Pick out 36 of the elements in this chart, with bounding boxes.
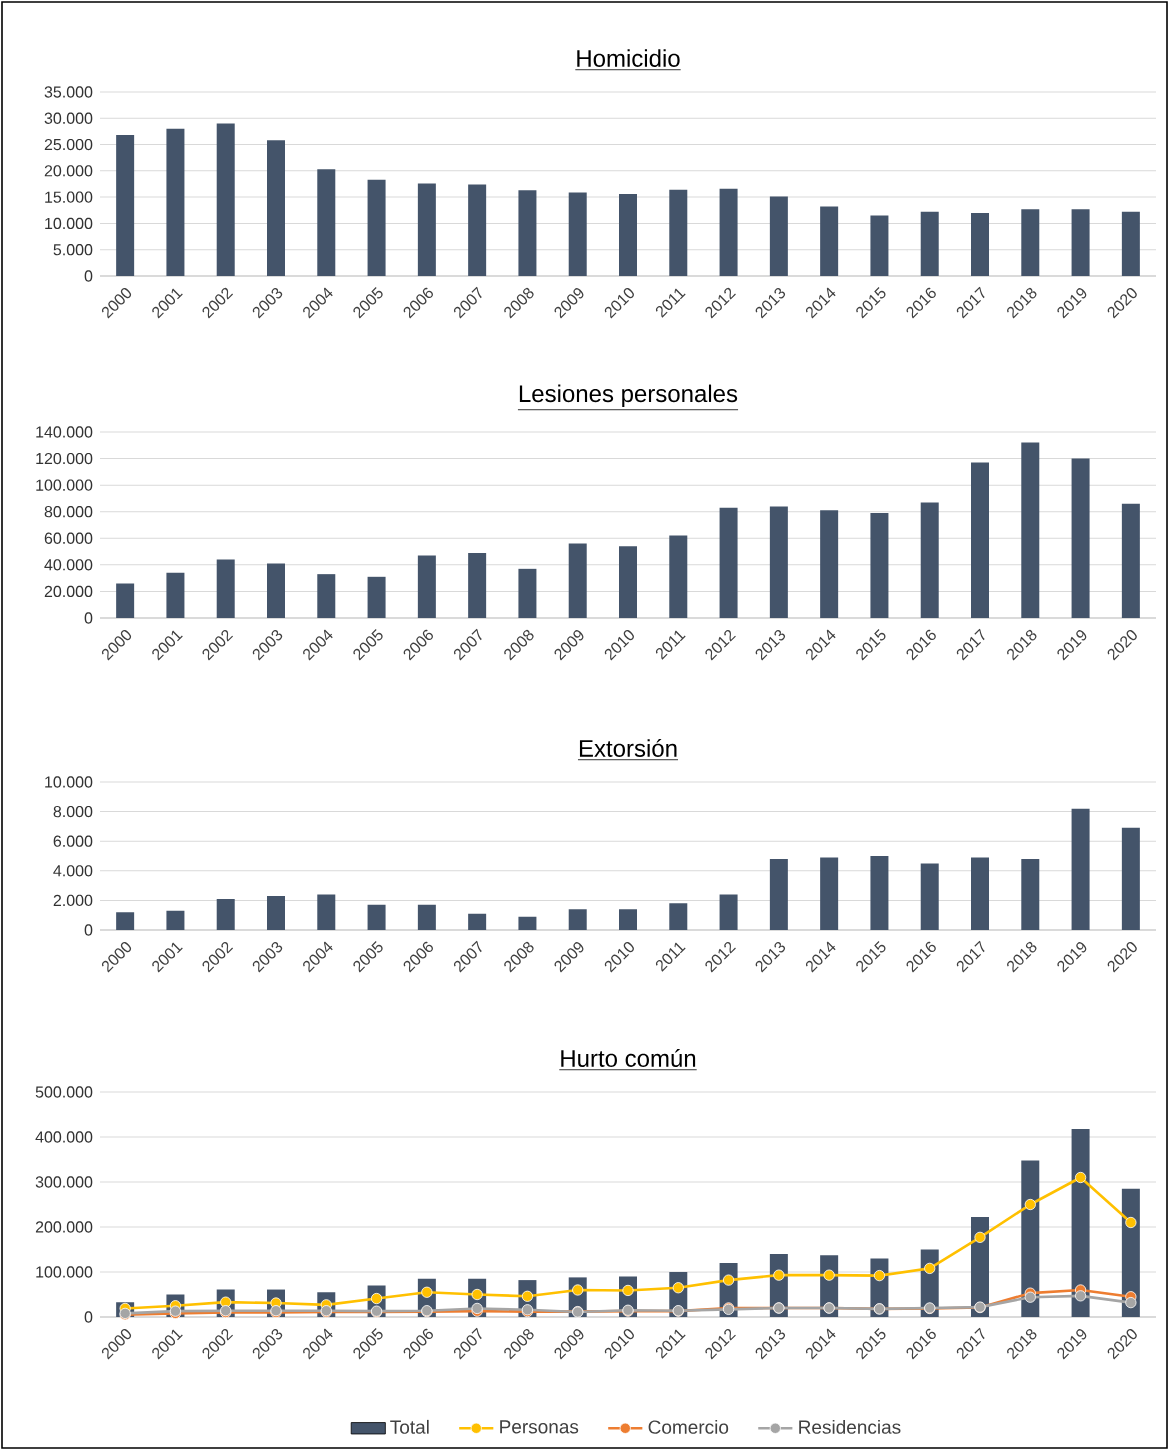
y-tick-label: 5.000 — [53, 244, 93, 256]
y-tick-label: 4.000 — [53, 865, 93, 877]
y-tick-label: 140.000 — [36, 426, 93, 438]
y-tick-label: 6.000 — [53, 835, 93, 847]
legend-label: Total — [390, 1419, 429, 1434]
y-tick-label: 80.000 — [44, 506, 93, 518]
y-tick-label: 400.000 — [35, 1131, 93, 1143]
y-tick-label: 0 — [84, 612, 93, 624]
chart-title: Hurto común — [561, 1049, 696, 1067]
y-tick-label: 10.000 — [45, 776, 93, 788]
chart-title: Homicidio — [577, 49, 680, 67]
y-tick-label: 500.000 — [35, 1086, 93, 1098]
y-tick-label: 10.000 — [45, 217, 93, 230]
legend-label: Comercio — [648, 1419, 729, 1434]
y-tick-label: 60.000 — [44, 532, 93, 544]
legend-label: Residencias — [799, 1419, 901, 1434]
y-tick-label: 200.000 — [35, 1221, 93, 1233]
y-tick-label: 20.000 — [44, 585, 93, 598]
y-tick-label: 20.000 — [44, 165, 93, 177]
y-tick-label: 100.000 — [36, 479, 93, 491]
y-tick-label: 40.000 — [44, 559, 93, 571]
y-tick-label: 300.000 — [35, 1176, 93, 1188]
y-tick-label: 8.000 — [53, 805, 93, 818]
chart-title: Lesiones personales — [519, 384, 738, 407]
y-tick-label: 15.000 — [45, 191, 93, 203]
y-tick-label: 120.000 — [36, 452, 93, 465]
legend-label: Personas — [500, 1420, 579, 1434]
chart-title: Extorsión — [579, 739, 677, 757]
y-tick-label: 100.000 — [36, 1266, 93, 1278]
y-tick-label: 35.000 — [44, 86, 93, 98]
y-tick-label: 0 — [84, 270, 93, 282]
y-tick-label: 2.000 — [53, 894, 93, 907]
y-tick-label: 0 — [84, 1311, 93, 1323]
y-tick-label: 25.000 — [44, 138, 93, 151]
y-tick-label: 0 — [84, 924, 93, 936]
y-tick-label: 30.000 — [44, 112, 93, 124]
